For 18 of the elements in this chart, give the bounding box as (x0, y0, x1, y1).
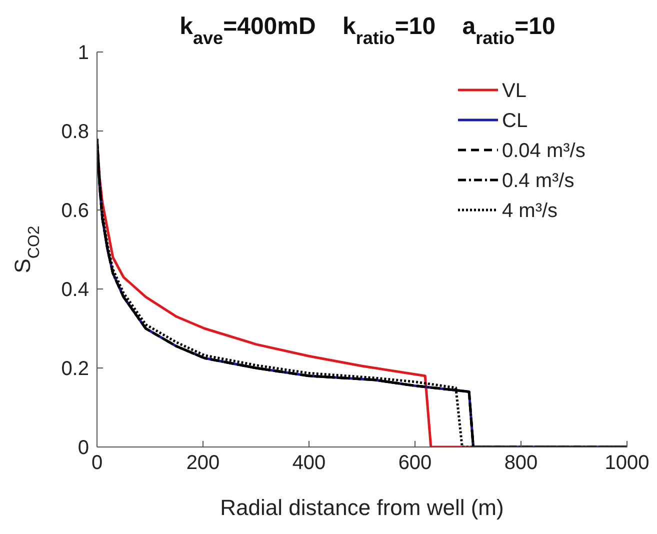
x-tick-label: 1000 (604, 452, 650, 474)
y-tick-label: 0.2 (61, 358, 89, 380)
x-axis-title: Radial distance from well (m) (220, 495, 504, 520)
x-tick-label: 600 (398, 452, 432, 474)
legend-label: 4 m³/s (502, 200, 558, 222)
chart-title: k$_{ave}$=400mD k$_{ratio}$=10 a$_{ratio}$=10 (180, 13, 556, 48)
y-tick-label: 0.4 (61, 279, 89, 302)
legend-label: CL (502, 110, 528, 132)
y-tick-label: 0.6 (61, 200, 89, 222)
legend-label: 0.4 m³/s (502, 170, 574, 192)
y-tick-label: 0.8 (61, 121, 89, 144)
y-tick-label: 1 (78, 42, 89, 64)
x-tick-label: 400 (292, 452, 326, 474)
legend-label: VL (502, 80, 526, 102)
y-tick-label: 0 (78, 437, 89, 460)
legend-label: 0.04 m³/s (502, 140, 586, 162)
x-tick-label: 200 (186, 452, 220, 474)
x-tick-label: 800 (504, 452, 538, 474)
